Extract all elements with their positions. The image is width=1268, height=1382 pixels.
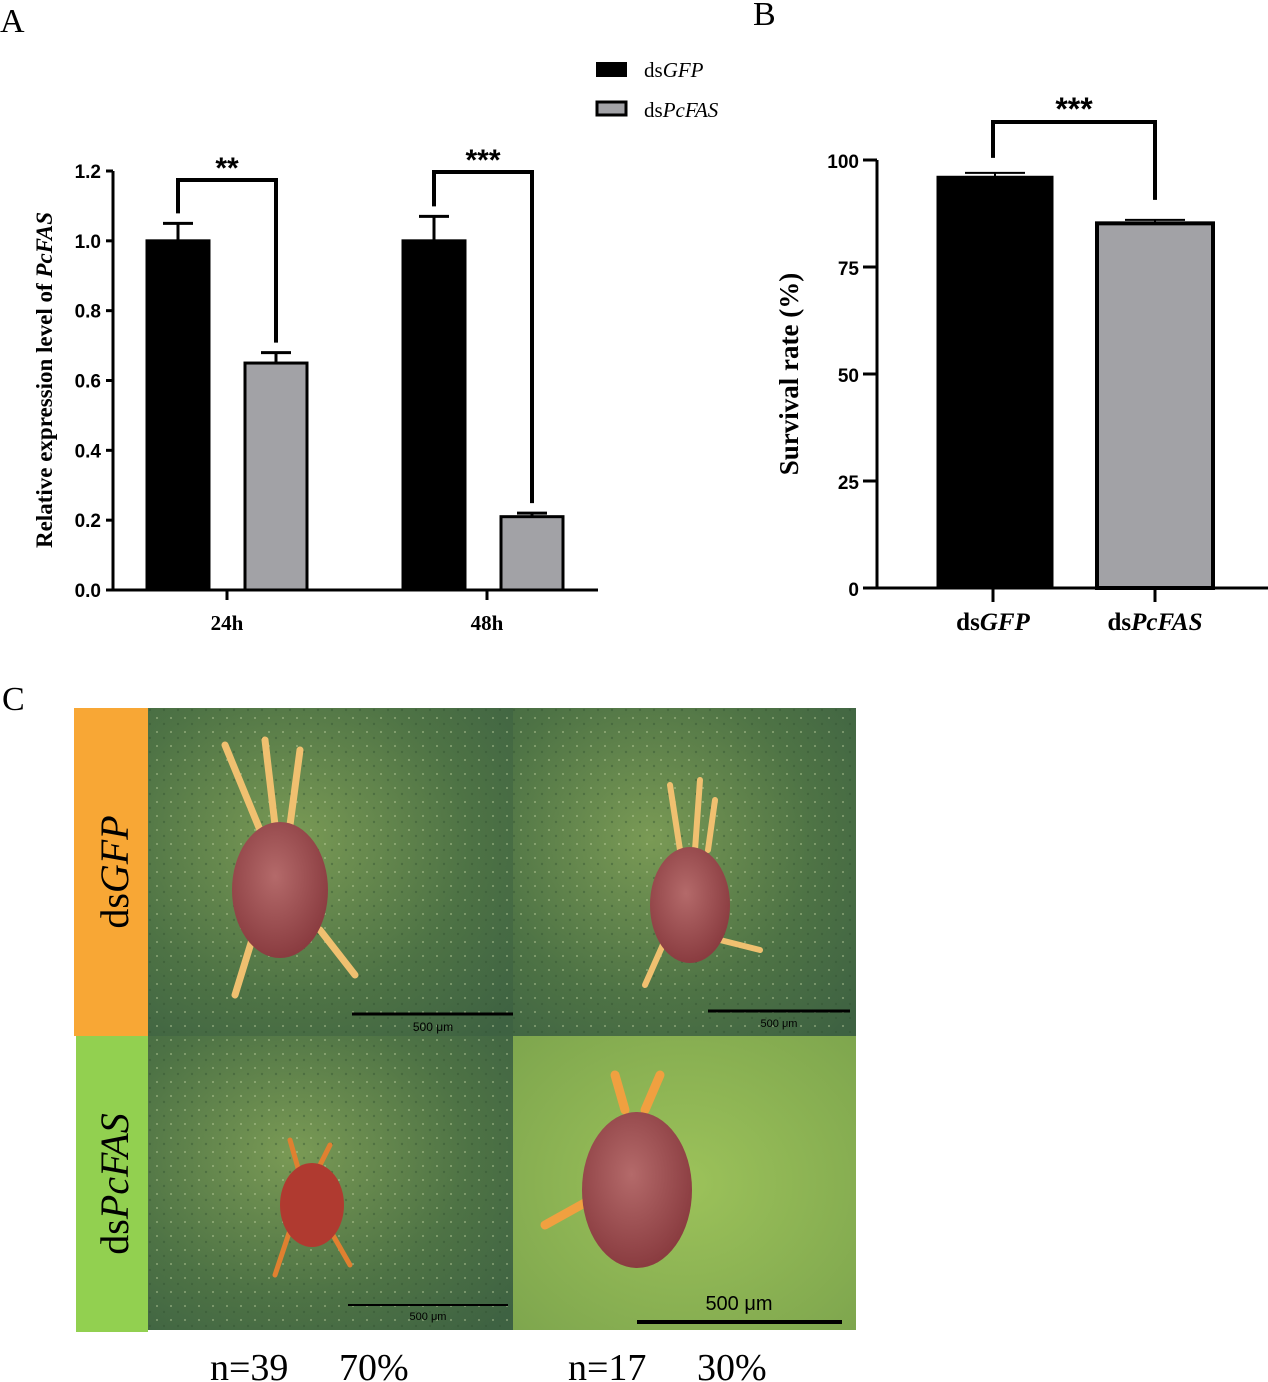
bar-dsgfp-48h	[401, 239, 467, 592]
photo-dspcfas-2: 500 μm	[513, 1036, 856, 1330]
y-tick-label: 0.6	[75, 372, 101, 393]
bar-dsgfp-24h	[145, 239, 211, 592]
significance-stars: **	[215, 152, 239, 185]
chart-b-ylabel: Survival rate (%)	[774, 273, 804, 475]
scale-bar-label: 500 μm	[410, 1311, 447, 1323]
x-tick-label: dsPcFAS	[1108, 609, 1203, 636]
significance-bracket	[432, 170, 534, 504]
x-tick-label: 48h	[471, 611, 504, 635]
significance-bracket	[991, 120, 1157, 200]
x-tick-label: 24h	[211, 611, 244, 635]
legend-label-dsgfp: dsGFP	[644, 58, 704, 82]
legend-swatch-dspcfas	[595, 100, 628, 117]
count-dspcfas: n=17	[568, 1347, 646, 1382]
y-tick-label: 0.8	[75, 302, 101, 323]
y-tick-label: 1.2	[75, 162, 101, 183]
count-dsgfp: n=39	[210, 1347, 288, 1382]
percent-dspcfas: 30%	[697, 1347, 767, 1382]
bar-dspcfas-48h	[499, 515, 565, 592]
y-tick-label: 100	[827, 152, 859, 173]
significance-stars: ***	[1055, 91, 1093, 127]
legend-label-dspcfas: dsPcFAS	[644, 98, 719, 122]
y-tick-label: 0.2	[75, 511, 101, 532]
legend-swatch-dsgfp	[596, 62, 627, 77]
bar-dspcfas-24h	[243, 361, 309, 592]
scale-bar-label: 500 μm	[705, 1293, 772, 1315]
y-tick-label: 0.4	[75, 441, 102, 462]
panel-label-b: B	[753, 0, 776, 33]
mite-image	[650, 847, 730, 963]
y-tick-label: 0.0	[75, 581, 101, 602]
bar-dsgfp	[936, 175, 1054, 589]
y-tick-label: 0	[848, 580, 859, 601]
y-tick-label: 25	[838, 473, 860, 494]
panel-label-a: A	[0, 3, 25, 40]
significance-bracket	[176, 178, 278, 343]
chart-a-ylabel: Relative expression level of PcFAS	[32, 212, 57, 548]
chart-a-expression: Relative expression level of PcFAS 0.0 0.…	[32, 144, 598, 635]
mite-image	[232, 822, 328, 958]
row-label-dsgfp: dsGFP	[92, 815, 137, 928]
y-tick-label: 50	[838, 366, 859, 387]
scale-bar-label: 500 μm	[413, 1020, 453, 1034]
mite-image	[582, 1112, 692, 1268]
significance-stars: ***	[465, 144, 500, 177]
x-tick-label: dsGFP	[956, 609, 1030, 636]
percent-dsgfp: 70%	[339, 1347, 409, 1382]
panel-label-c: C	[2, 681, 25, 718]
row-label-dspcfas: dsPcFAS	[92, 1113, 137, 1254]
row-label-bg-dsgfp	[74, 708, 148, 1036]
chart-b-survival: Survival rate (%) 0 25 50 75 100 dsGFP dsPcFAS…	[774, 91, 1268, 636]
bar-dspcfas	[1095, 221, 1215, 590]
panel-c-photos: dsGFP dsPcFAS 500 μm 500 μm 500 μm	[74, 708, 856, 1382]
row-label-bg-dspcfas	[76, 1036, 148, 1332]
y-tick-label: 75	[838, 259, 860, 280]
scale-bar-label: 500 μm	[761, 1018, 798, 1030]
mite-image	[280, 1163, 344, 1247]
y-tick-label: 1.0	[75, 232, 101, 253]
photo-dsgfp-1: 500 μm	[148, 708, 513, 1036]
legend: dsGFP dsPcFAS	[595, 58, 719, 122]
photo-dsgfp-2: 500 μm	[513, 708, 856, 1036]
photo-dspcfas-1: 500 μm	[148, 1036, 513, 1330]
